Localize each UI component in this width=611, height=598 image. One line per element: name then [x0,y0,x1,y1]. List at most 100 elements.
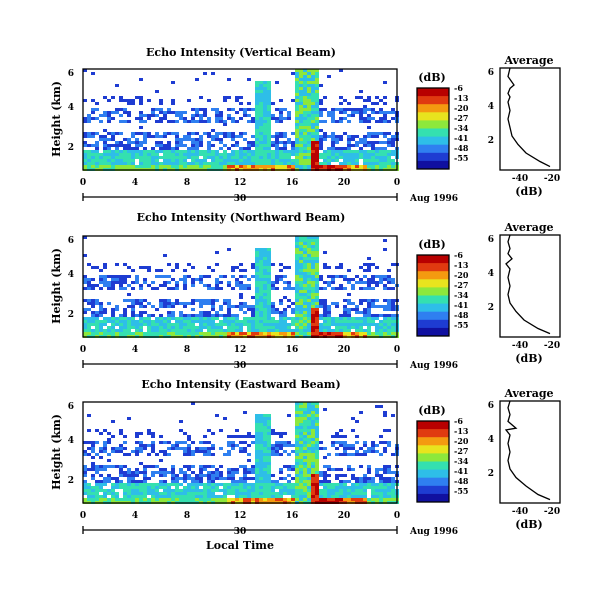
heatmap-cell [143,492,147,495]
heatmap-cell [371,495,375,498]
heatmap-cell [319,156,323,159]
heatmap-cell [203,495,207,498]
heatmap-cell [347,299,351,302]
heatmap-cell [259,290,263,293]
heatmap-cell [179,498,183,501]
heatmap-cell [351,492,355,495]
heatmap-cell [127,326,131,329]
heatmap-cell [267,495,271,498]
heatmap-cell [131,99,135,102]
heatmap-cell [155,332,159,335]
heatmap-cell [323,138,327,141]
heatmap-cell [291,287,295,290]
heatmap-cell [223,96,227,99]
heatmap-cell [263,423,267,426]
heatmap-cell [323,495,327,498]
heatmap-cell [295,302,299,305]
heatmap-cell [135,471,139,474]
heatmap-cell [99,486,103,489]
heatmap-cell [343,305,347,308]
heatmap-cell [187,332,191,335]
heatmap-cell [383,120,387,123]
heatmap-cell [231,159,235,162]
heatmap-cell [299,498,303,501]
heatmap-cell [191,117,195,120]
heatmap-cell [383,156,387,159]
heatmap-cell [307,441,311,444]
heatmap-cell [103,329,107,332]
heatmap-cell [231,117,235,120]
heatmap-cell [367,326,371,329]
heatmap-cell [311,444,315,447]
heatmap-cell [319,114,323,117]
heatmap-cell [259,287,263,290]
heatmap-cell [295,441,299,444]
heatmap-cell [359,281,363,284]
heatmap-cell [87,144,91,147]
heatmap-cell [311,96,315,99]
heatmap-cell [371,492,375,495]
heatmap-cell [227,474,231,477]
heatmap-cell [311,486,315,489]
heatmap-cell [311,438,315,441]
heatmap-cell [115,108,119,111]
heatmap-cell [339,453,343,456]
heatmap-cell [171,477,175,480]
heatmap-cell [251,165,255,168]
heatmap-cell [239,495,243,498]
heatmap-cell [283,311,287,314]
heatmap-cell [263,93,267,96]
ylabel-eastward: Height (km) [50,414,63,490]
heatmap-cell [215,314,219,317]
heatmap-cell [223,314,227,317]
heatmap-cell [359,302,363,305]
heatmap-cell [151,465,155,468]
heatmap-cell [307,414,311,417]
heatmap-cell [355,320,359,323]
heatmap-cell [355,159,359,162]
heatmap-cell [283,317,287,320]
colorbar-swatch [417,421,449,430]
heatmap-cell [271,102,275,105]
heatmap-cell [387,269,391,272]
heatmap-cell [107,438,111,441]
heatmap-cell [255,495,259,498]
heatmap-cell [259,471,263,474]
heatmap-cell [391,332,395,335]
heatmap-cell [199,447,203,450]
heatmap-cell [171,314,175,317]
heatmap-cell [311,417,315,420]
heatmap-cell [167,147,171,150]
heatmap-cell [131,471,135,474]
heatmap-cell [343,111,347,114]
heatmap-cell [387,138,391,141]
heatmap-cell [263,308,267,311]
heatmap-cell [267,93,271,96]
heatmap-cell [339,150,343,153]
heatmap-cell [363,159,367,162]
heatmap-cell [259,441,263,444]
heatmap-cell [119,159,123,162]
heatmap-cell [199,138,203,141]
heatmap-cell [287,287,291,290]
heatmap-cell [207,317,211,320]
heatmap-cell [275,311,279,314]
heatmap-cell [231,329,235,332]
colorbar-swatch [417,255,449,264]
heatmap-cell [255,260,259,263]
heatmap-cell [99,278,103,281]
heatmap-cell [303,305,307,308]
heatmap-cell [295,402,299,405]
heatmap-cell [307,468,311,471]
heatmap-cell [83,474,87,477]
heatmap-cell [343,486,347,489]
heatmap-cell [331,320,335,323]
heatmap-cell [139,326,143,329]
heatmap-cell [255,272,259,275]
heatmap-cell [267,284,271,287]
heatmap-cell [299,156,303,159]
heatmap-cell [131,483,135,486]
x-tick-label: 12 [234,345,247,355]
heatmap-cell [275,329,279,332]
heatmap-cell [315,317,319,320]
